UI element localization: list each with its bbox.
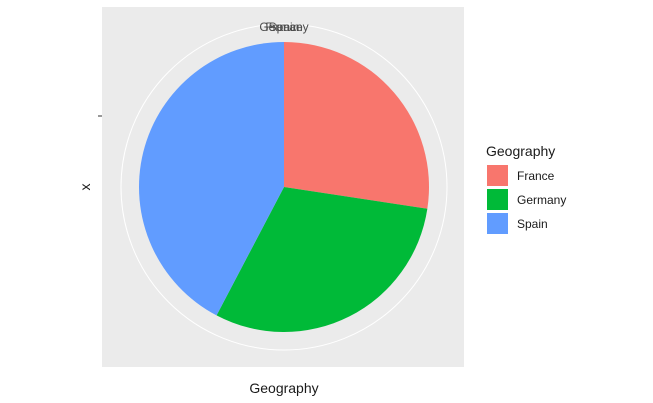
legend-items: France Germany Spain bbox=[487, 165, 566, 234]
theta-tick-label-germany: Germany bbox=[259, 20, 308, 34]
pie-slice-france bbox=[284, 42, 429, 209]
legend-label-spain: Spain bbox=[517, 217, 548, 231]
legend-swatch-germany bbox=[487, 189, 508, 210]
y-axis-title: x bbox=[77, 184, 93, 191]
legend-title: Geography bbox=[486, 143, 555, 159]
x-axis-title: Geography bbox=[249, 380, 318, 396]
pie-slice-spain bbox=[138, 42, 284, 316]
legend-swatch-spain bbox=[487, 213, 508, 234]
pie-slice-germany bbox=[216, 187, 428, 332]
legend-label-germany: Germany bbox=[517, 193, 566, 207]
legend-label-france: France bbox=[517, 169, 555, 183]
theta-tick-label-france: France bbox=[265, 20, 303, 34]
legend-swatch-france bbox=[487, 165, 508, 186]
legend: Geography France Germany Spain bbox=[486, 143, 566, 234]
pie-slices bbox=[138, 42, 429, 332]
theta-tick-label-spain: Spain bbox=[269, 20, 300, 34]
outer-grid-circle bbox=[120, 23, 448, 351]
